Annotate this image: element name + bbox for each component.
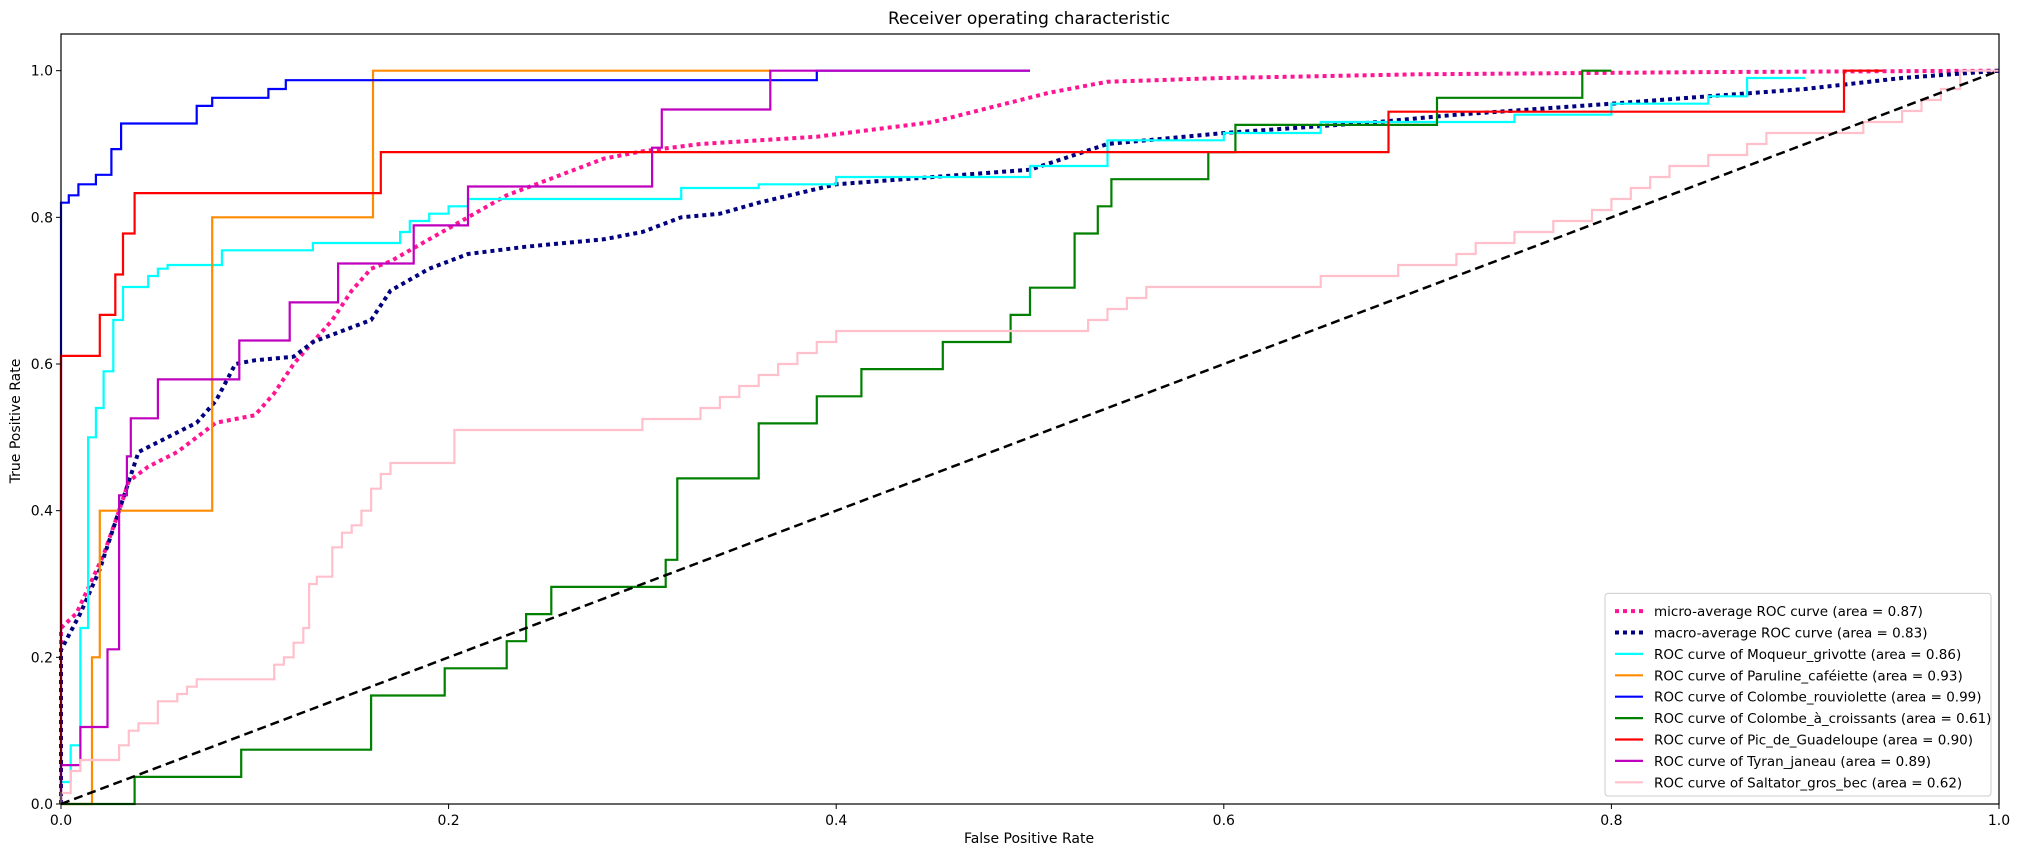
x-tick-label: 0.8: [1600, 813, 1622, 829]
series-line-8: [59, 69, 1999, 804]
y-tick-label: 1.0: [31, 64, 53, 80]
series-line-3: [61, 69, 771, 806]
plot-frame: [60, 33, 2000, 805]
series-line-6: [59, 69, 1883, 804]
x-tick-label: 0.4: [825, 813, 847, 829]
legend: micro-average ROC curve (area = 0.87) mac…: [1604, 592, 1992, 797]
x-axis-label: False Positive Rate: [964, 831, 1094, 847]
legend-entry: ROC curve of Pic_de_Guadeloupe (area = 0…: [1654, 733, 1973, 749]
legend-entry: ROC curve of Colombe_à_croissants (area …: [1654, 711, 1991, 727]
series-line-7: [59, 69, 1030, 804]
x-tick-label: 0.0: [50, 813, 72, 829]
series-line-5: [61, 69, 1612, 806]
legend-entry: micro-average ROC curve (area = 0.87): [1654, 604, 1923, 620]
y-tick-label: 0.2: [31, 650, 53, 666]
y-tick-label: 0.8: [31, 210, 53, 226]
y-axis-label: True Positive Rate: [8, 359, 24, 485]
legend-entry: ROC curve of Tyran_janeau (area = 0.89): [1654, 754, 1931, 770]
legend-entry: macro-average ROC curve (area = 0.83): [1654, 626, 1927, 642]
series-line-1: [59, 68, 2000, 804]
legend-entry: ROC curve of Moqueur_grivotte (area = 0.…: [1654, 647, 1961, 663]
y-tick-label: 0.6: [31, 357, 53, 373]
x-tick-label: 1.0: [1988, 813, 2010, 829]
plot-area: [59, 68, 2000, 806]
y-tick-label: 0.0: [31, 797, 53, 813]
axis-ticks: 0.0 0.2 0.4 0.6 0.8 1.0 0.0 0.2 0.4 0.6 0.8 1.0: [31, 64, 2010, 829]
legend-box: [1604, 592, 1992, 797]
y-tick-label: 0.4: [31, 504, 53, 520]
series-line-2: [59, 76, 1806, 804]
chart-title: Receiver operating characteristic: [888, 9, 1170, 29]
x-tick-label: 0.6: [1213, 813, 1235, 829]
legend-entry: ROC curve of Saltator_gros_bec (area = 0…: [1654, 775, 1962, 791]
x-tick-label: 0.2: [437, 813, 459, 829]
series-line-4: [59, 69, 1030, 804]
legend-entry: ROC curve of Colombe_rouviolette (area =…: [1654, 690, 1982, 706]
series-line-9: [60, 69, 2000, 806]
legend-entry: ROC curve of Paruline_caféiette (area = …: [1654, 668, 1963, 684]
